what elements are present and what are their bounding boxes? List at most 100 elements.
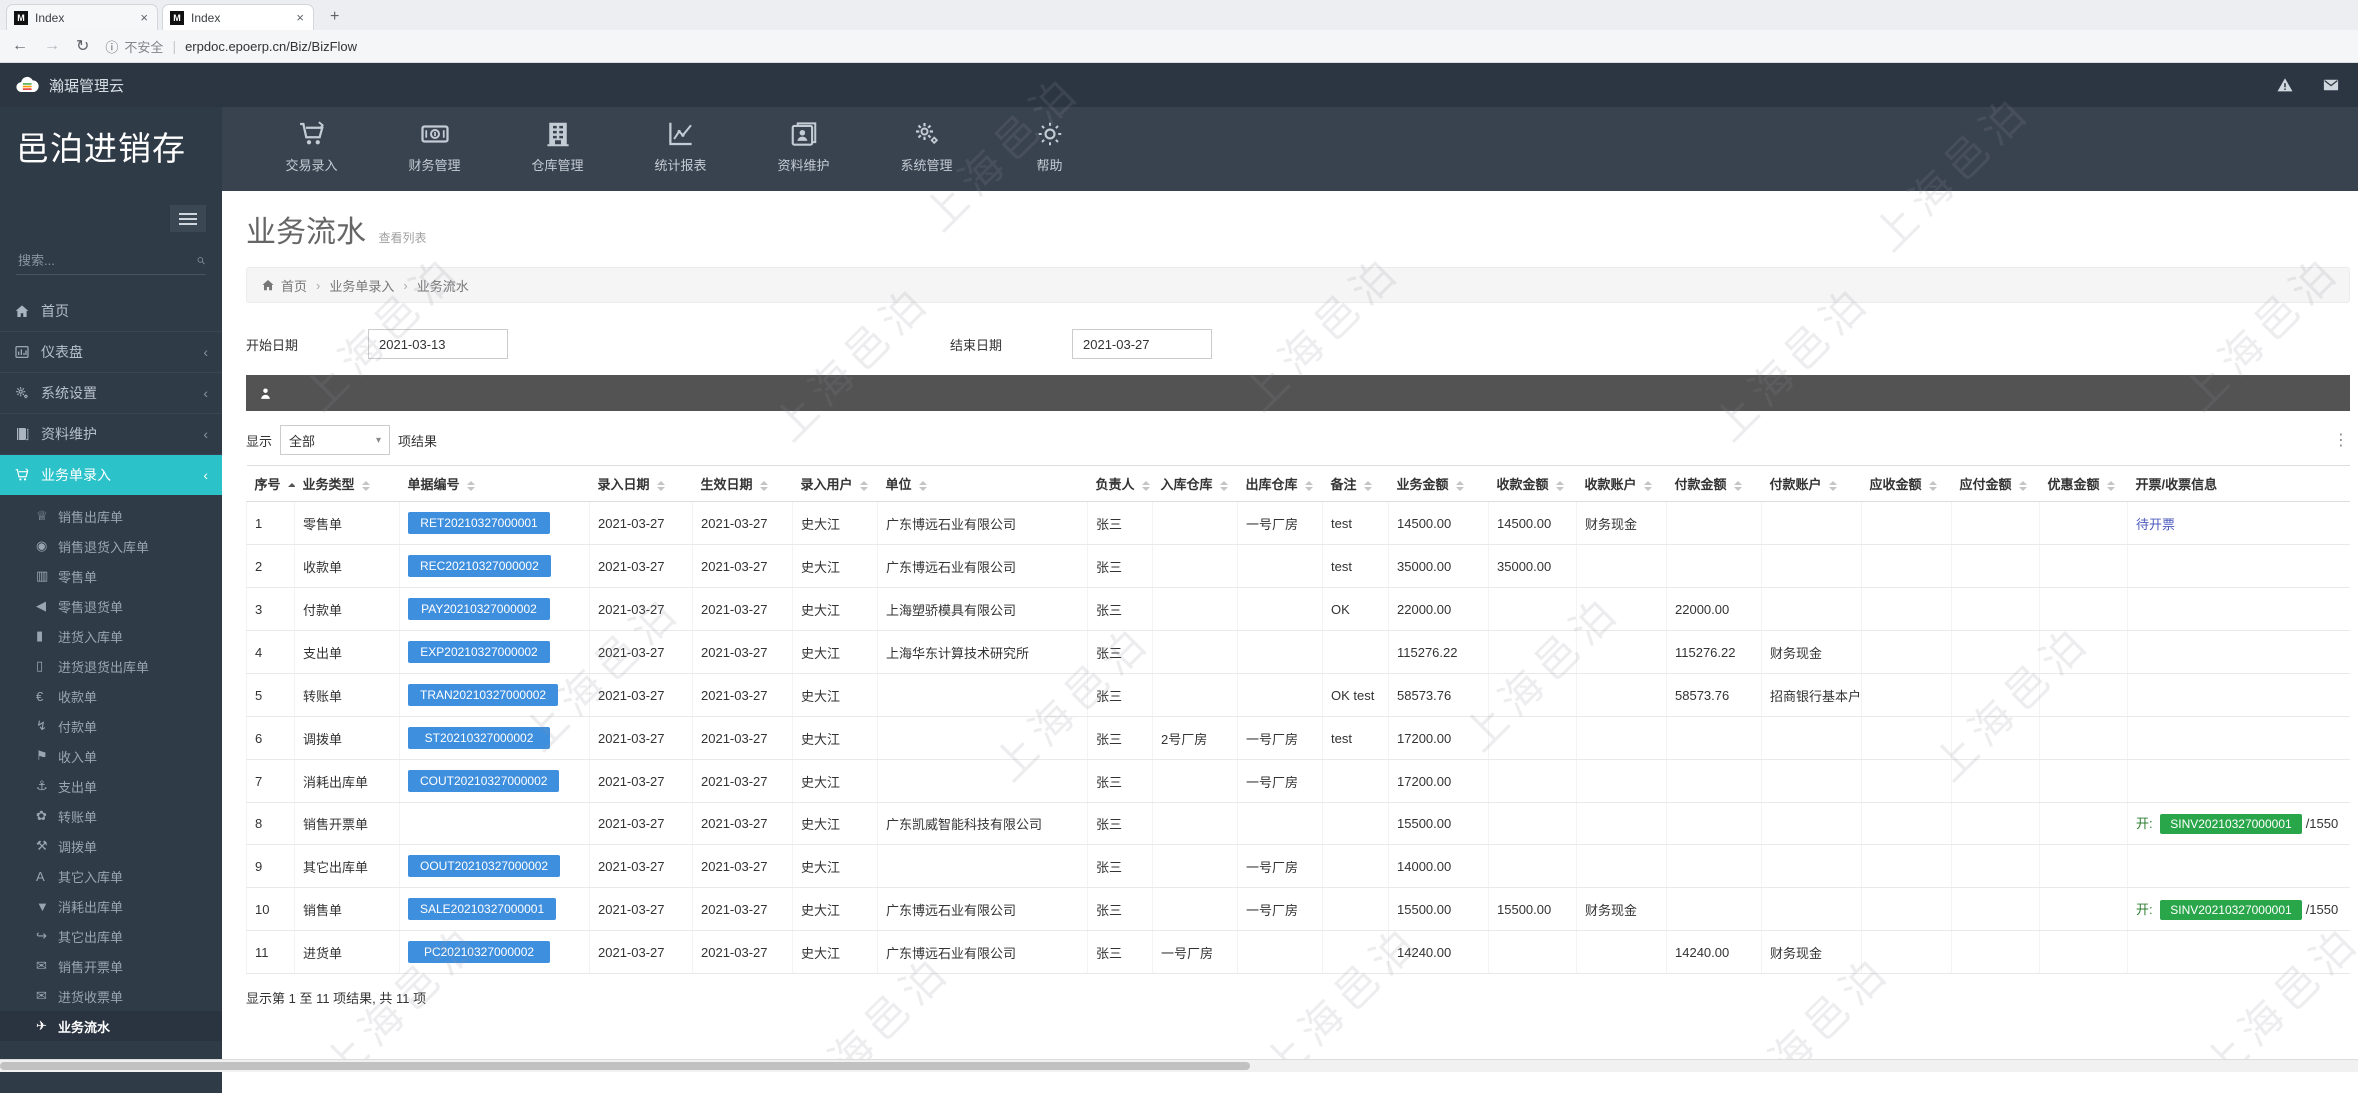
column-header-company[interactable]: 单位 [877,465,1088,502]
sidebar-subitem[interactable]: ⚑ 收入单 [0,741,222,771]
barcode-icon: ▥ [36,568,49,583]
search-icon[interactable] [196,253,206,268]
sidebar-subitem[interactable]: A 其它入库单 [0,861,222,891]
sidebar-item[interactable]: 业务单录入 ‹ [0,454,222,495]
sidebar-subitem[interactable]: ✿ 转账单 [0,801,222,831]
column-header-receivable[interactable]: 应收金额 [1861,465,1952,502]
cell-doc: ST20210327000002 [399,716,590,760]
column-header-user[interactable]: 录入用户 [792,465,878,502]
show-entries-select[interactable]: 全部 ▾ [280,425,391,455]
column-header-recv_account[interactable]: 收款账户 [1576,465,1667,502]
column-header-received[interactable]: 收款金额 [1488,465,1577,502]
sidebar-subitem[interactable]: ⚓ 支出单 [0,771,222,801]
column-header-pay_account[interactable]: 付款账户 [1761,465,1862,502]
breadcrumb-item[interactable]: 首页 [281,278,308,294]
sidebar-item[interactable]: 仪表盘 ‹ [0,331,222,372]
topnav-item[interactable]: 财务管理 [373,107,496,174]
browser-tab[interactable]: M Index × [162,4,314,30]
column-header-label: 生效日期 [700,477,753,492]
browser-tab[interactable]: M Index × [6,4,158,30]
horizontal-scrollbar[interactable] [0,1059,2358,1072]
cell-receivable [1861,587,1952,631]
sidebar-subitem[interactable]: ♕ 销售出库单 [0,501,222,531]
document-number-badge[interactable]: EXP20210327000002 [408,641,550,663]
topnav-item[interactable]: 系统管理 [865,107,988,174]
column-header-entry_date[interactable]: 录入日期 [589,465,693,502]
document-number-badge[interactable]: TRAN20210327000002 [408,684,559,706]
invoice-number-badge[interactable]: SINV20210327000001 [2160,814,2302,834]
column-header-effective_date[interactable]: 生效日期 [692,465,793,502]
sidebar-subitem[interactable]: ▥ 零售单 [0,561,222,591]
topnav-item[interactable]: 交易录入 [250,107,373,174]
sidebar-subitem-label: 支出单 [58,779,98,795]
warehouse-icon [543,119,573,149]
column-header-note[interactable]: 备注 [1322,465,1389,502]
document-number-badge[interactable]: REC20210327000002 [408,555,551,577]
sidebar-subitem[interactable]: ▮ 进货入库单 [0,621,222,651]
leaf-icon: ✿ [36,808,47,823]
sidebar-subitem[interactable]: ✉ 进货收票单 [0,981,222,1011]
sidebar-subitem[interactable]: ▼ 消耗出库单 [0,891,222,921]
sidebar-item[interactable]: 资料维护 ‹ [0,413,222,454]
sidebar-subitem[interactable]: ⚒ 调拨单 [0,831,222,861]
sidebar-subitem[interactable]: ↪ 其它出库单 [0,921,222,951]
reload-icon[interactable]: ↻ [76,38,90,55]
sidebar-subitem[interactable]: ↯ 付款单 [0,711,222,741]
invoice-number-badge[interactable]: SINV20210327000001 [2160,899,2302,920]
start-date-input[interactable] [368,329,508,359]
column-header-amount[interactable]: 业务金额 [1388,465,1489,502]
topnav-item[interactable]: 仓库管理 [496,107,619,174]
cell-discount [2039,759,2128,803]
table-row: 2 收款单 REC20210327000002 2021-03-27 2021-03-2… [246,544,2350,588]
column-header-owner[interactable]: 负责人 [1087,465,1153,502]
info-icon[interactable]: ⓘ [105,39,119,55]
sidebar-subitem[interactable]: ✉ 销售开票单 [0,951,222,981]
close-icon[interactable]: × [296,10,304,25]
close-icon[interactable]: × [140,10,148,25]
more-options-icon[interactable]: ⋮ [2333,432,2350,449]
sidebar-subitem[interactable]: ◉ 销售退货入库单 [0,531,222,561]
document-number-badge[interactable]: OOUT20210327000002 [408,855,561,877]
sidebar-item[interactable]: 系统设置 ‹ [0,372,222,413]
sidebar-subitem[interactable]: ▯ 进货退货出库单 [0,651,222,681]
settings-icon [14,385,30,401]
cell-out_wh [1237,544,1323,588]
search-input[interactable] [16,252,196,269]
back-icon[interactable]: ← [12,37,28,54]
warning-icon[interactable] [2276,76,2294,94]
url-text[interactable]: erpdoc.epoerp.cn/Biz/BizFlow [185,38,358,54]
table-row: 3 付款单 PAY20210327000002 2021-03-27 2021-03-2… [246,587,2350,631]
user-icon[interactable] [258,386,273,401]
column-header-out_wh[interactable]: 出库仓库 [1237,465,1323,502]
column-header-discount[interactable]: 优惠金额 [2039,465,2128,502]
cell-entry_date: 2021-03-27 [589,716,693,760]
document-number-badge[interactable]: PAY20210327000002 [408,598,550,620]
new-tab-button[interactable]: + [330,8,340,25]
topnav-item[interactable]: 统计报表 [619,107,742,174]
breadcrumb-item[interactable]: 业务单录入 [329,278,395,294]
document-number-badge[interactable]: SALE20210327000001 [408,898,557,920]
invoice-status-link[interactable]: 待开票 [2136,516,2176,532]
column-header-type[interactable]: 业务类型 [294,465,400,502]
sidebar-toggle-button[interactable] [170,205,206,232]
mail-icon[interactable] [2322,76,2340,94]
end-date-input[interactable] [1072,329,1212,359]
scrollbar-thumb[interactable] [0,1062,1250,1070]
sidebar-item[interactable]: 首页 [0,291,222,331]
column-header-doc[interactable]: 单据编号 [399,465,590,502]
column-header-in_wh[interactable]: 入库仓库 [1152,465,1238,502]
document-number-badge[interactable]: PC20210327000002 [408,941,550,963]
sidebar-subitem[interactable]: € 收款单 [0,681,222,711]
document-number-badge[interactable]: ST20210327000002 [408,727,550,749]
topnav-item[interactable]: 帮助 [988,107,1111,174]
forward-icon[interactable]: → [44,37,60,54]
column-header-payable[interactable]: 应付金额 [1951,465,2040,502]
document-number-badge[interactable]: COUT20210327000002 [408,770,560,792]
sidebar-subitem[interactable]: ✈ 业务流水 [0,1011,222,1041]
document-number-badge[interactable]: RET20210327000001 [408,512,550,534]
topnav-item[interactable]: 资料维护 [742,107,865,174]
column-header-seq[interactable]: 序号 [246,465,295,502]
sidebar-subitem[interactable]: ◀ 零售退货单 [0,591,222,621]
column-header-paid[interactable]: 付款金额 [1666,465,1762,502]
sort-icons [1363,480,1372,491]
